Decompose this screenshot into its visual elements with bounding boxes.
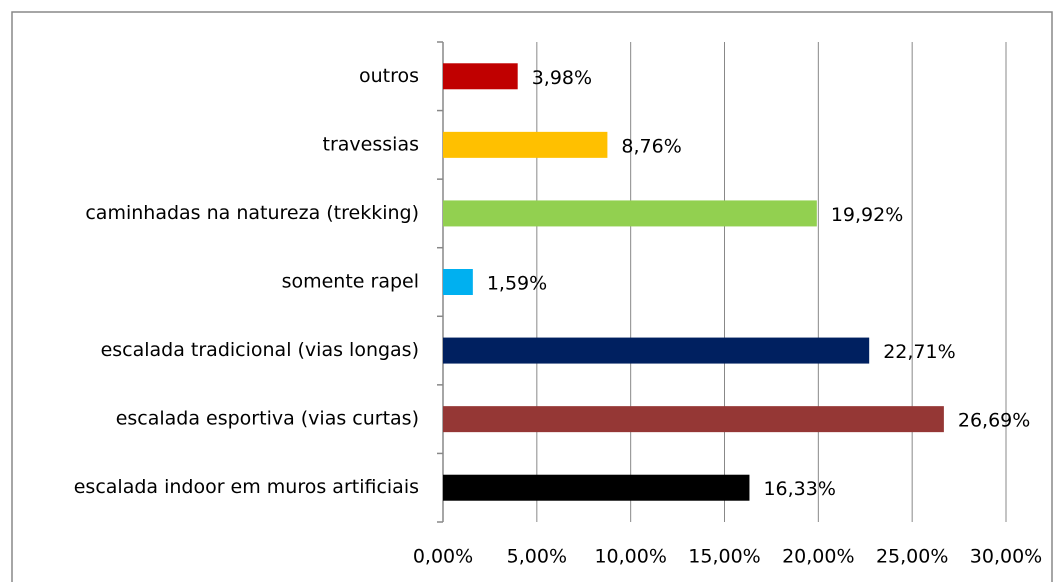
y-tick-label: travessias <box>323 133 419 155</box>
bar <box>443 63 518 90</box>
data-label: 8,76% <box>621 135 681 157</box>
bar <box>443 474 750 501</box>
bar <box>443 131 608 158</box>
data-label: 26,69% <box>958 410 1030 432</box>
bar <box>443 406 944 433</box>
y-tick-label: somente rapel <box>282 271 419 293</box>
bar <box>443 200 817 227</box>
y-tick-label: escalada esportiva (vias curtas) <box>116 408 419 430</box>
x-tick-label: 0,00% <box>413 546 473 568</box>
x-tick-label: 10,00% <box>594 546 666 568</box>
x-tick-label: 20,00% <box>782 546 854 568</box>
y-tick-label: escalada tradicional (vias longas) <box>101 339 419 361</box>
data-label: 22,71% <box>883 341 955 363</box>
bar <box>443 269 473 295</box>
x-tick-label: 25,00% <box>876 546 948 568</box>
y-tick-label: escalada indoor em muros artificiais <box>74 476 419 498</box>
data-label: 1,59% <box>487 273 547 295</box>
y-tick-label: caminhadas na natureza (trekking) <box>85 202 419 224</box>
y-tick-label: outros <box>359 65 419 87</box>
x-tick-label: 30,00% <box>970 546 1042 568</box>
data-label: 16,33% <box>763 478 835 500</box>
x-tick-label: 15,00% <box>688 546 760 568</box>
bar <box>443 337 870 364</box>
x-tick-label: 5,00% <box>507 546 567 568</box>
data-label: 19,92% <box>831 204 903 226</box>
data-label: 3,98% <box>532 67 592 89</box>
